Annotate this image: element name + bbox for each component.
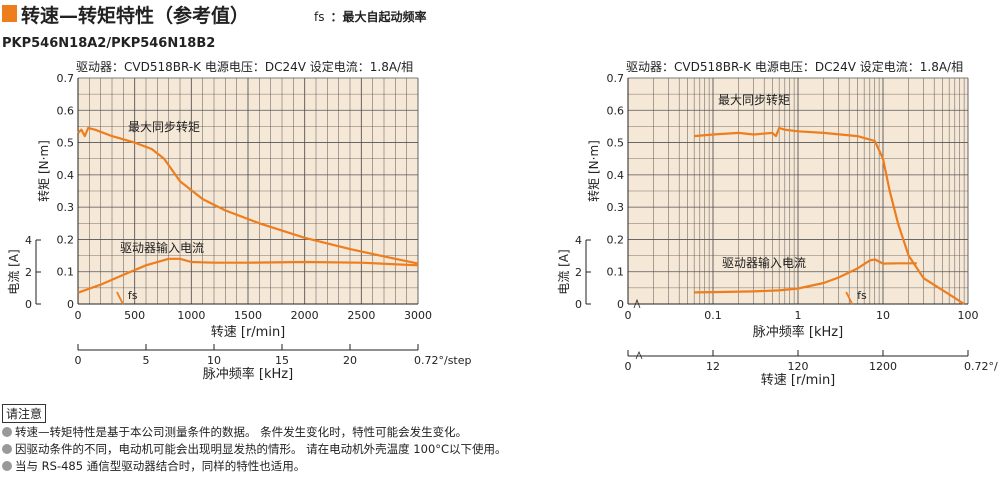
chart2-x-tick-label: 0 (625, 309, 632, 322)
chart1-y-tick-label: 0.3 (57, 201, 75, 214)
chart1-x-tick-label: 1500 (234, 309, 262, 322)
charts-canvas: 00.10.20.30.40.50.60.70 500 1000 1500 2000 25… (7, 72, 998, 388)
chart2-x2-axis-title: 转速 [r/min] (761, 373, 836, 388)
chart2-y-tick-label: 0.6 (607, 104, 625, 117)
chart2-y2-tick-label: 2 (575, 266, 582, 279)
chart2-axis-break-icon (633, 298, 641, 309)
chart2-x2-step-label: 0.72°/step (964, 360, 998, 373)
chart2-x2-tick-label: 12 (706, 360, 720, 373)
fs-legend-symbol: fs (314, 10, 325, 24)
chart2-axis-break-icon (635, 350, 643, 360)
chart2-caption: 驱动器：CVD518BR-K 电源电压：DC24V 设定电流：1.8A/相 (626, 60, 964, 74)
chart1-series-label-2: 驱动器输入电流 (120, 240, 204, 255)
chart1-x-axis-title: 转速 [r/min] (211, 325, 286, 340)
chart1-y-axis-title: 转矩 [N·m] (36, 140, 51, 202)
chart2-y-tick-label: 0.7 (607, 72, 625, 85)
chart1-y-tick-label: 0.2 (57, 233, 75, 246)
chart1-x2-tick-label: 0 (75, 354, 82, 367)
chart1-y-tick-label: 0.1 (57, 266, 75, 279)
chart2-fs-label: fs (857, 289, 867, 302)
chart1-y2-tick-label: 2 (25, 266, 32, 279)
chart1-y-tick-label: 0.4 (57, 169, 75, 182)
chart2-y-tick-label: 0.1 (607, 266, 625, 279)
chart1-x-tick-label: 500 (124, 309, 145, 322)
chart1-y-tick-label: 0 (67, 298, 74, 311)
notes-section: 请注意 转速—转矩特性是基于本公司测量条件的数据。 条件发生变化时，特性可能会发… (0, 404, 998, 474)
chart2-series-label-1: 最大同步转矩 (718, 92, 790, 107)
chart1-fs-label: fs (128, 289, 138, 302)
chart1-y2-axis-title: 电流 [A] (7, 249, 21, 294)
chart1-x-tick-label: 2500 (347, 309, 375, 322)
note-text: 当与 RS-485 通信型驱动器结合时，同样的特性也适用。 (15, 459, 306, 473)
chart1-x2-tick-label: 5 (143, 354, 150, 367)
chart2-y-axis-title: 转矩 [N·m] (586, 140, 601, 202)
chart1-y2-tick-label: 4 (25, 234, 32, 247)
bullet-icon (2, 427, 12, 437)
notes-title: 请注意 (2, 404, 47, 423)
chart2-y-tick-label: 0.3 (607, 201, 625, 214)
chart1-series-line-1 (77, 126, 419, 265)
chart2-y-tick-label: 0 (617, 298, 624, 311)
chart2-y-tick-label: 0.4 (607, 169, 625, 182)
fs-legend: fs ：最大自起动频率 (314, 8, 427, 25)
chart2-x-tick-label: 1 (795, 309, 802, 322)
chart1-series-line-2 (77, 257, 419, 294)
chart2-y2-tick-label: 4 (575, 234, 582, 247)
chart2-series-label-2: 驱动器输入电流 (722, 255, 806, 270)
note-item: 因驱动条件的不同，电动机可能会出现明显发热的情形。 请在电动机外壳温度 100°… (0, 441, 998, 457)
chart1-y-tick-label: 0.5 (57, 137, 75, 150)
chart1-series-label-1: 最大同步转矩 (128, 119, 200, 134)
fs-legend-text: ：最大自起动频率 (330, 10, 427, 24)
chart1-caption: 驱动器：CVD518BR-K 电源电压：DC24V 设定电流：1.8A/相 (76, 60, 414, 74)
chart2-y-tick-label: 0.5 (607, 137, 625, 150)
chart2-y-tick-label: 0.2 (607, 233, 625, 246)
chart1-x2-tick-label: 20 (343, 354, 357, 367)
chart1-x-tick-label: 1000 (177, 309, 205, 322)
header: 转速—转矩特性（参考值） fs ：最大自起动频率 (0, 0, 998, 32)
page-title: 转速—转矩特性（参考值） (21, 5, 250, 27)
bullet-icon (2, 461, 12, 471)
chart2-x-axis-title: 脉冲频率 [kHz] (753, 324, 843, 340)
chart2-x-tick-label: 0.1 (704, 309, 722, 322)
model-title: PKP546N18A2/PKP546N18B2 (2, 36, 216, 51)
chart2-y2-axis-title: 电流 [A] (557, 249, 571, 294)
note-text: 转速—转矩特性是基于本公司测量条件的数据。 条件发生变化时，特性可能会发生变化。 (15, 425, 468, 439)
chart1-x-tick-label: 2000 (291, 309, 319, 322)
chart1-x2-tick-label: 10 (207, 354, 221, 367)
title-marker (2, 5, 17, 22)
chart1-x2-axis-title: 脉冲频率 [kHz] (203, 366, 293, 382)
chart2-x2-tick-label: 1200 (869, 360, 897, 373)
chart2-series-line-2 (694, 258, 917, 294)
chart2-x-tick-label: 100 (958, 309, 979, 322)
chart1-y-tick-label: 0.6 (57, 104, 75, 117)
chart1-fs-marker (116, 291, 124, 305)
chart2-x-tick-label: 10 (876, 309, 890, 322)
chart2-x2-tick-label: 120 (788, 360, 809, 373)
chart1-x2-step-label: 0.72°/step (414, 354, 472, 367)
chart1-x2-tick-label: 15 (275, 354, 289, 367)
chart1-x-tick-label: 3000 (404, 309, 432, 322)
note-text: 因驱动条件的不同，电动机可能会出现明显发热的情形。 请在电动机外壳温度 100°… (15, 442, 507, 456)
note-item: 转速—转矩特性是基于本公司测量条件的数据。 条件发生变化时，特性可能会发生变化。 (0, 424, 998, 440)
bullet-icon (2, 444, 12, 454)
chart1-x-tick-label: 0 (75, 309, 82, 322)
note-item: 当与 RS-485 通信型驱动器结合时，同样的特性也适用。 (0, 458, 998, 474)
chart1-y-tick-label: 0.7 (57, 72, 75, 85)
chart2-fs-marker (845, 291, 853, 305)
chart2-series-line-1 (694, 126, 965, 305)
chart2-y2-tick-label: 0 (575, 298, 582, 311)
chart2-x2-tick-label: 0 (625, 360, 632, 373)
chart1-y2-tick-label: 0 (25, 298, 32, 311)
